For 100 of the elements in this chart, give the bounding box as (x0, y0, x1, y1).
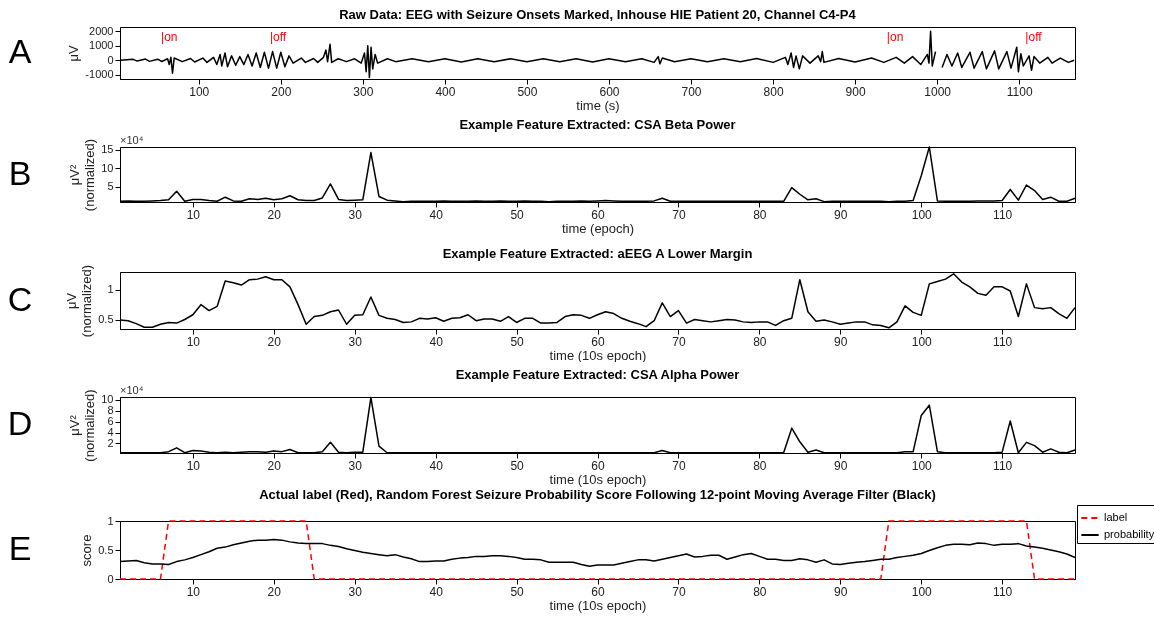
legend-label: label (1104, 511, 1128, 523)
x-tick-label: 900 (845, 84, 866, 99)
x-tick-label: 100 (189, 84, 210, 99)
x-axis-title: time (epoch) (561, 220, 635, 236)
x-tick-label: 80 (753, 207, 767, 222)
y-axis-title: score (79, 534, 95, 567)
chart-title: Example Feature Extracted: CSA Beta Power (459, 116, 736, 132)
x-tick-label: 70 (672, 458, 686, 473)
y-tick-label: 2000 (89, 24, 114, 37)
y-tick-label: 1 (107, 514, 114, 527)
x-tick-label: 100 (911, 207, 933, 222)
x-tick-label: 50 (510, 207, 525, 222)
x-tick-label: 20 (267, 458, 282, 473)
y-axis-title: μV (normalized) (64, 264, 95, 338)
text: B (8, 153, 32, 192)
x-tick-label: 30 (348, 584, 363, 599)
legend-label: probability (1104, 528, 1154, 540)
x-tick-label: 20 (267, 334, 282, 349)
y-tick-label: 1 (107, 283, 114, 296)
text: E (8, 529, 32, 567)
x-tick-label: 70 (672, 584, 686, 599)
text: A (8, 32, 32, 70)
y-axis-title: μV² (normalized) (67, 138, 98, 212)
x-tick-label: 50 (510, 334, 525, 349)
y-tick-label: 15 (101, 143, 114, 156)
x-tick-label: 60 (591, 458, 605, 473)
chart-title: Example Feature Extracted: aEEG A Lower Margin (442, 246, 753, 262)
y-tick-label: 4 (107, 426, 114, 439)
x-tick-label: 30 (348, 334, 363, 349)
annotation: |on (161, 30, 178, 45)
x-tick-label: 40 (429, 334, 444, 349)
x-axis-title: time (s) (576, 97, 620, 113)
y-tick-label: 0.5 (98, 543, 114, 556)
chart-title: Raw Data: EEG with Seizure Onsets Marked, Inhouse HIE Patient 20, Channel C4-P4 (339, 7, 857, 23)
y-tick-label: 1000 (89, 39, 114, 52)
x-tick-label: 10 (186, 207, 201, 222)
x-tick-label: 90 (834, 458, 848, 473)
y-tick-label: 0 (107, 53, 114, 66)
x-tick-label: 70 (672, 334, 686, 349)
x-axis-title: time (10s epoch) (549, 347, 647, 363)
x-tick-label: 20 (267, 207, 282, 222)
x-tick-label: 300 (353, 84, 374, 99)
x-tick-label: 80 (753, 584, 767, 599)
x-tick-label: 110 (993, 334, 1013, 349)
x-tick-label: 600 (599, 84, 620, 99)
x-tick-label: 40 (429, 584, 444, 599)
annotation: |on (886, 30, 904, 45)
text: D (7, 404, 33, 442)
x-tick-label: 200 (271, 84, 292, 99)
y-tick-label: 6 (107, 415, 114, 428)
x-tick-label: 100 (911, 584, 933, 599)
x-tick-label: 40 (429, 207, 444, 222)
x-tick-label: 100 (911, 334, 933, 349)
x-tick-label: 1000 (924, 84, 952, 99)
annotation: |off (1025, 30, 1043, 45)
y-tick-label: 8 (107, 404, 114, 417)
x-tick-label: 110 (993, 584, 1013, 599)
x-tick-label: 70 (672, 207, 686, 222)
x-tick-label: 20 (267, 584, 282, 599)
y-tick-label: 5 (107, 180, 114, 193)
x-tick-label: 30 (348, 458, 363, 473)
y-tick-label: 0 (107, 572, 114, 585)
y-tick-label: 10 (101, 393, 114, 406)
text: ×10⁴ (120, 383, 144, 396)
x-tick-label: 500 (517, 84, 538, 99)
x-tick-label: 90 (834, 584, 848, 599)
x-tick-label: 10 (186, 334, 201, 349)
x-tick-label: 110 (993, 458, 1013, 473)
x-axis-title: time (10s epoch) (549, 471, 647, 487)
x-tick-label: 90 (834, 207, 848, 222)
x-tick-label: 700 (681, 84, 702, 99)
x-tick-label: 1100 (1006, 84, 1033, 99)
x-tick-label: 60 (591, 584, 605, 599)
x-tick-label: 800 (763, 84, 784, 99)
x-tick-label: 50 (510, 458, 525, 473)
text: ×10⁴ (120, 133, 144, 146)
x-tick-label: 60 (591, 207, 605, 222)
x-tick-label: 100 (911, 458, 933, 473)
y-tick-label: 0.5 (98, 313, 114, 325)
x-tick-label: 60 (591, 334, 605, 349)
x-tick-label: 40 (429, 458, 444, 473)
x-tick-label: 10 (186, 458, 201, 473)
y-axis-title: μV² (normalized) (67, 389, 98, 462)
x-axis-title: time (10s epoch) (549, 597, 647, 613)
x-tick-label: 90 (834, 334, 848, 349)
y-tick-label: 10 (101, 161, 114, 174)
x-tick-label: 110 (993, 207, 1013, 222)
y-axis-title: μV (66, 45, 82, 62)
y-tick-label: 2 (107, 436, 114, 449)
annotation: |off (269, 30, 287, 45)
x-tick-label: 30 (348, 207, 363, 222)
x-tick-label: 80 (753, 334, 767, 349)
x-tick-label: 50 (510, 584, 525, 599)
chart-title: Example Feature Extracted: CSA Alpha Power (455, 366, 740, 382)
chart-title: Actual label (Red), Random Forest Seizure Probability Score Following 12-point Moving Average Filter (Black) (259, 486, 936, 502)
x-tick-label: 10 (186, 584, 201, 599)
text: C (7, 279, 33, 318)
y-tick-label: -1000 (85, 68, 114, 81)
x-tick-label: 80 (753, 458, 767, 473)
x-tick-label: 400 (435, 84, 456, 99)
